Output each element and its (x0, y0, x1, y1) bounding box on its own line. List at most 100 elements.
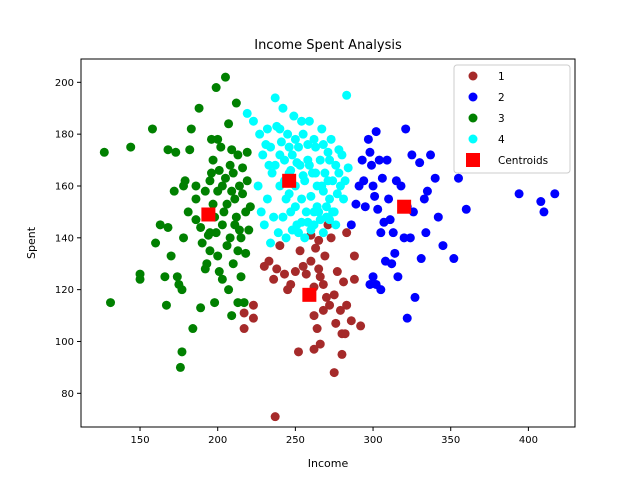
cluster-3-point (225, 233, 235, 243)
cluster-4-point (287, 150, 297, 160)
plot-frame (80, 58, 576, 428)
cluster-3-point (222, 241, 232, 251)
cluster-1-point (329, 368, 339, 378)
cluster-2-point (346, 220, 356, 230)
cluster-1-point (346, 316, 356, 326)
cluster-3-point (217, 220, 227, 230)
cluster-4-point (281, 233, 291, 243)
cluster-2-point (368, 272, 378, 282)
cluster-3-point (228, 168, 238, 178)
cluster-4-point (273, 228, 283, 238)
cluster-3-point (219, 207, 229, 217)
cluster-4-point (318, 140, 328, 150)
cluster-4-point (298, 171, 308, 181)
cluster-1-point (342, 300, 352, 310)
legend-item: 2 (468, 92, 505, 104)
cluster-1-point (321, 292, 331, 302)
cluster-2-point (408, 207, 418, 217)
cluster-3-point (224, 285, 234, 295)
cluster-3-point (227, 186, 237, 196)
cluster-2-point (371, 127, 381, 137)
cluster-4-point (275, 124, 285, 134)
cluster-4-point (311, 142, 321, 152)
x-tick-label: 150 (130, 435, 149, 446)
cluster-4-point (292, 158, 302, 168)
cluster-3-point (206, 134, 216, 144)
cluster-3-point (205, 228, 215, 238)
cluster-2-point (360, 202, 370, 212)
cluster-1-point (314, 264, 324, 274)
cluster-3-point (161, 300, 171, 310)
cluster-3-point (244, 225, 254, 235)
cluster-3-point (171, 147, 181, 157)
cluster-2-point (426, 150, 436, 160)
legend-item: 1 (468, 71, 505, 83)
y-tick-label: 100 (55, 337, 74, 348)
x-tick-label: 200 (208, 435, 227, 446)
centroid-marker (397, 199, 412, 214)
cluster-2-point (396, 181, 406, 191)
cluster-4-point (332, 189, 342, 199)
cluster-4-point (312, 202, 322, 212)
cluster-3-point (205, 176, 215, 186)
cluster-1-point (280, 269, 290, 279)
centroid-marker (302, 287, 317, 302)
cluster-2-point (376, 228, 386, 238)
cluster-2-point (461, 204, 471, 214)
legend-marker (468, 134, 478, 144)
cluster-1-point (272, 264, 282, 274)
cluster-3-point (233, 298, 243, 308)
cluster-3-point (197, 238, 207, 248)
cluster-2-point (377, 173, 387, 183)
cluster-3-point (224, 119, 234, 129)
legend-marker (468, 92, 478, 102)
cluster-3-point (245, 202, 255, 212)
cluster-4-point (297, 217, 307, 227)
legend-label: 4 (498, 134, 505, 146)
cluster-2-point (433, 212, 443, 222)
cluster-4-point (311, 168, 321, 178)
cluster-4-point (256, 207, 266, 217)
legend-item: 3 (468, 113, 505, 125)
cluster-1-point (286, 279, 296, 289)
cluster-2-point (370, 191, 380, 201)
cluster-4-point (343, 163, 353, 173)
cluster-3-point (208, 155, 218, 165)
cluster-2-point (422, 186, 432, 196)
cluster-4-point (321, 202, 331, 212)
cluster-1-point (337, 349, 347, 359)
y-axis: 80 100 120 140 160 180 200 (55, 78, 81, 400)
cluster-4-point (323, 176, 333, 186)
cluster-3-point (151, 238, 161, 248)
legend: 1 2 3 4 Centroids (453, 64, 571, 174)
cluster-3-point (200, 186, 210, 196)
cluster-3-point (225, 160, 235, 170)
cluster-3-point (238, 163, 248, 173)
cluster-3-point (202, 259, 212, 269)
cluster-4-point (328, 207, 338, 217)
cluster-3-point (214, 165, 224, 175)
cluster-3-point (194, 103, 204, 113)
cluster-2-point (384, 194, 394, 204)
cluster-2-point (421, 228, 431, 238)
cluster-1-point (269, 274, 279, 284)
cluster-4-point (303, 140, 313, 150)
cluster-4-point (315, 155, 325, 165)
y-tick-label: 120 (55, 285, 74, 296)
cluster-3-point (220, 173, 230, 183)
y-tick-label: 200 (55, 78, 74, 89)
cluster-4-point (258, 150, 268, 160)
cluster-4-point (284, 142, 294, 152)
cluster-4-point (276, 137, 286, 147)
cluster-3-point (188, 324, 198, 334)
cluster-4-point (275, 150, 285, 160)
cluster-3-point (163, 222, 173, 232)
cluster-4-point (342, 90, 352, 100)
legend-marker (468, 113, 478, 123)
cluster-3-point (135, 274, 145, 284)
cluster-3-point (213, 251, 223, 261)
cluster-4-point (300, 233, 310, 243)
cluster-4-point (278, 212, 288, 222)
cluster-1-point (340, 329, 350, 339)
cluster-4-point (317, 181, 327, 191)
